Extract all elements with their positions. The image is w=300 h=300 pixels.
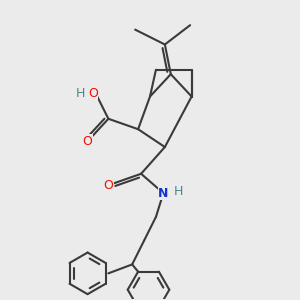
Text: N: N: [158, 187, 169, 200]
Text: H: H: [173, 184, 183, 197]
Text: O: O: [82, 135, 92, 148]
Text: H: H: [76, 87, 85, 100]
Text: O: O: [103, 179, 113, 192]
Text: O: O: [88, 87, 98, 100]
